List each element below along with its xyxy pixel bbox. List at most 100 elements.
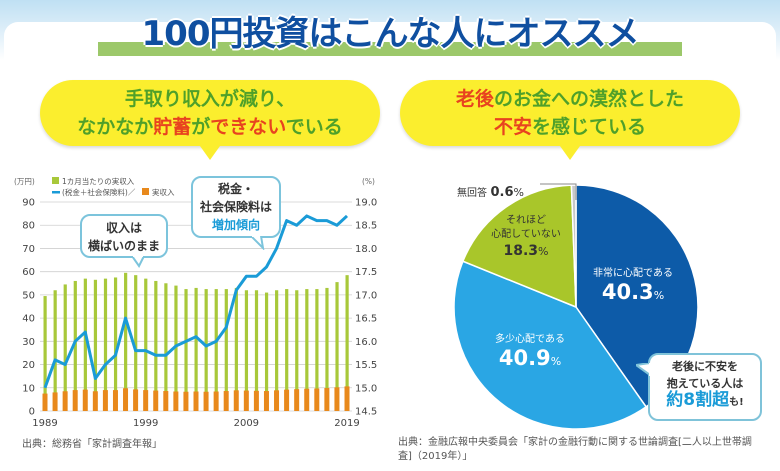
actual-income-bar xyxy=(284,389,290,411)
y-right-tick-label: 16.5 xyxy=(355,314,377,325)
actual-income-bar xyxy=(123,388,129,411)
actual-income-bar xyxy=(153,390,159,411)
x-tick-label: 1999 xyxy=(133,418,158,429)
income-bar xyxy=(234,287,238,411)
legend-label-income: 1カ月当たりの実収入 xyxy=(62,176,135,186)
y-right-tick-label: 17.5 xyxy=(355,267,377,278)
income-bar xyxy=(264,292,269,411)
actual-income-bar xyxy=(243,390,249,411)
slice-value-wrap: 18.3% xyxy=(478,242,574,261)
percent-sign: % xyxy=(513,186,524,199)
income-bar xyxy=(194,287,198,411)
callout-line: 税金・ xyxy=(217,182,254,196)
axis-ticks: 0 10 20 30 40 50 60 70 80 90 14.5 15.0 15.5 16.0 16.5 1… xyxy=(22,198,377,430)
income-bar xyxy=(83,278,87,411)
callout-pointer xyxy=(132,256,145,268)
headline-emphasis: 老後 xyxy=(455,88,494,110)
actual-income-bar xyxy=(102,390,108,411)
y-right-tick-label: 18.5 xyxy=(355,221,377,232)
slice-label: 無回答 xyxy=(457,188,487,199)
income-bar xyxy=(154,280,158,411)
left-source-note: 出典：総務省「家計調査年報」 xyxy=(22,439,162,450)
y-right-tick-label: 18.0 xyxy=(355,244,377,255)
slice-value-wrap: 40.9% xyxy=(480,345,580,375)
headline-emphasis: できない xyxy=(210,116,286,138)
income-bar xyxy=(103,278,108,411)
tax-ratio-line xyxy=(43,214,349,389)
headline-text: なかなか xyxy=(77,116,154,138)
y-left-tick-label: 60 xyxy=(22,267,35,278)
actual-income-bar xyxy=(183,391,189,411)
y-left-tick-label: 70 xyxy=(22,244,35,255)
income-bar xyxy=(325,287,329,411)
slice-value: 40.9 xyxy=(498,346,551,370)
right-headline-bubble: 老後のお金への漠然とした 不安を感じている xyxy=(400,80,740,160)
y-right-tick-label: 15.5 xyxy=(355,360,377,371)
source-line: 出典：金融広報中央委員会「家計の金融行動に関する世論調査[二人以上世帯調 xyxy=(398,437,752,448)
y-left-tick-label: 30 xyxy=(22,337,35,348)
elderly-anxiety-note: 老後に不安を 抱えている人は 約8割超も! xyxy=(636,353,762,421)
income-bar xyxy=(285,289,289,411)
left-headline-line2: なかなか貯蓄ができないでいる xyxy=(40,113,380,141)
slice-value: 40.3 xyxy=(601,280,654,304)
legend: (万円) 1カ月当たりの実収入 (税金＋社会保険料)／ 実収入 (%) xyxy=(14,176,375,197)
actual-income-bar xyxy=(314,388,320,411)
actual-income-bar xyxy=(92,391,98,411)
actual-income-bar xyxy=(213,391,219,411)
legend-swatch-line xyxy=(52,191,60,194)
title-underline xyxy=(98,42,682,56)
y-right-tick-label: 14.5 xyxy=(355,407,377,418)
right-unit-label: (%) xyxy=(362,177,375,186)
actual-income-bar xyxy=(324,388,330,411)
percent-sign: % xyxy=(653,289,665,302)
note-line: 抱えている人は xyxy=(666,377,744,390)
headline-text: のお金への漠然とした xyxy=(494,88,685,110)
no-answer-leader-line xyxy=(540,183,577,200)
income-bar xyxy=(144,278,148,411)
income-bar xyxy=(113,277,118,411)
actual-income-bar xyxy=(253,390,259,411)
income-bar xyxy=(53,290,57,411)
pie-slice xyxy=(461,184,577,309)
income-bar xyxy=(275,290,279,411)
income-bar xyxy=(174,285,178,411)
actual-income-bar xyxy=(42,393,48,411)
actual-income-bar xyxy=(72,390,78,411)
callout-emphasis: 増加傾向 xyxy=(211,218,260,232)
actual-income-bar xyxy=(263,391,269,411)
income-bar xyxy=(43,296,47,411)
actual-income-bar xyxy=(143,390,149,411)
income-bar xyxy=(73,280,77,411)
actual-income-bar xyxy=(223,391,229,411)
income-bar xyxy=(244,290,249,411)
slice-value: 0.6 xyxy=(490,185,514,200)
callout-line: 収入は xyxy=(105,221,142,235)
slice-label: 心配していない xyxy=(491,229,561,240)
income-bar xyxy=(214,289,218,411)
slice-label: 非常に心配である xyxy=(593,268,673,279)
bars xyxy=(42,272,350,411)
actual-income-bar xyxy=(304,388,310,411)
legend-label-actual: 実収入 xyxy=(152,187,175,197)
headline-emphasis: 貯蓄 xyxy=(153,116,192,138)
x-tick-label: 2019 xyxy=(334,418,359,429)
income-bar xyxy=(345,275,349,411)
note-text: も! xyxy=(729,397,744,408)
left-headline-line1: 手取り収入が減り、 xyxy=(124,88,296,110)
actual-income-bar xyxy=(163,391,169,411)
headline-emphasis: 不安 xyxy=(493,116,532,138)
y-right-tick-label: 16.0 xyxy=(355,337,377,348)
income-tax-chart: 0 10 20 30 40 50 60 70 80 90 14.5 15.0 15.5 16.0 16.5 1… xyxy=(14,176,377,430)
headline-text: を感じている xyxy=(532,116,647,138)
left-unit-label: (万円) xyxy=(14,177,35,186)
callout-line: 社会保険料は xyxy=(199,200,272,214)
income-bar xyxy=(134,275,138,411)
note-emphasis: 約8割超 xyxy=(666,390,730,410)
pie-slices xyxy=(453,184,699,430)
actual-income-bar xyxy=(62,391,68,411)
y-left-tick-label: 80 xyxy=(22,221,35,232)
page-title: 100円投資はこんな人にオススメ xyxy=(141,14,640,54)
slice-value-wrap: 40.3% xyxy=(582,279,684,309)
actual-income-bar xyxy=(173,391,179,411)
percent-sign: % xyxy=(538,245,549,258)
